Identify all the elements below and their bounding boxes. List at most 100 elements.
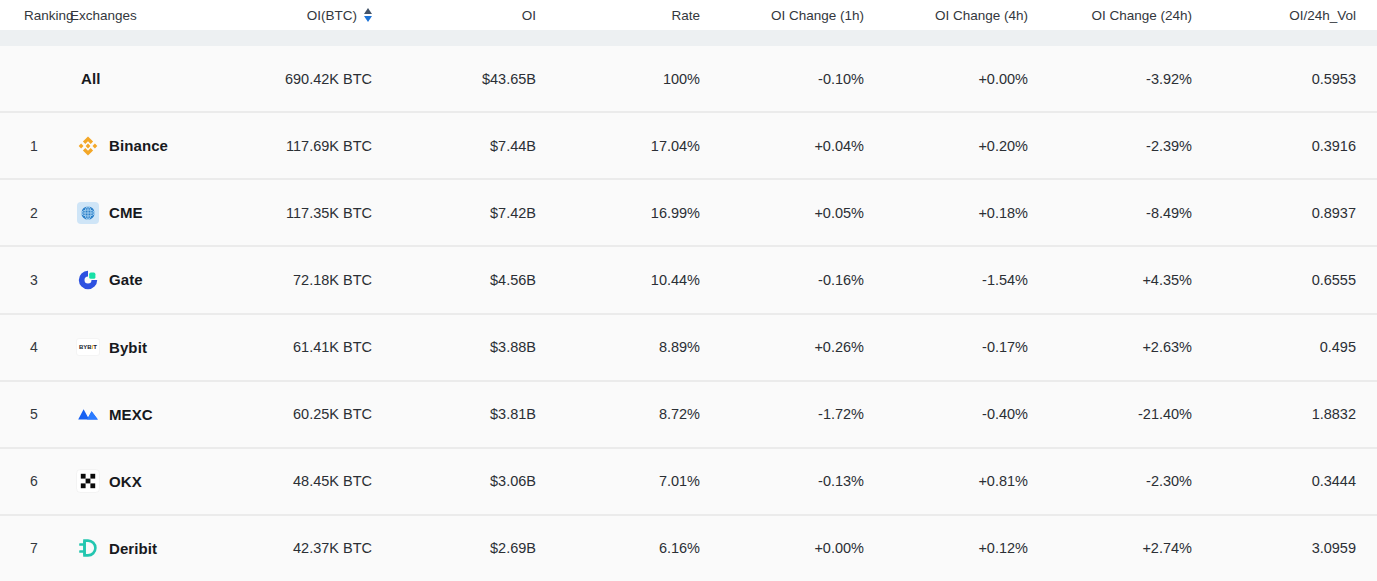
- exchange-name: MEXC: [109, 406, 153, 423]
- column-header-oi-btc[interactable]: OI(BTC): [220, 8, 372, 23]
- rate-value: 8.89%: [536, 339, 700, 355]
- rank-cell: 7: [24, 540, 70, 556]
- table-header: Ranking Exchanges OI(BTC) OI Rate OI Cha…: [0, 0, 1377, 30]
- exchange-name: All: [76, 70, 100, 87]
- oi-24h-vol-value: 0.495: [1192, 339, 1356, 355]
- oi-24h-vol-value: 3.0959: [1192, 540, 1356, 556]
- exchange-cell-bybit[interactable]: BYBIT Bybit: [70, 335, 220, 359]
- exchange-cell-all[interactable]: All: [70, 70, 220, 87]
- oi-change-24h-value: +2.63%: [1028, 339, 1192, 355]
- oi-btc-value: 42.37K BTC: [220, 540, 372, 556]
- oi-change-4h-value: -0.17%: [864, 339, 1028, 355]
- rank-cell: 6: [24, 473, 70, 489]
- oi-change-24h-value: -3.92%: [1028, 71, 1192, 87]
- oi-change-24h-value: -8.49%: [1028, 205, 1192, 221]
- oi-change-4h-value: +0.18%: [864, 205, 1028, 221]
- oi-usd-value: $3.81B: [372, 406, 536, 422]
- oi-usd-value: $2.69B: [372, 540, 536, 556]
- oi-change-4h-value: +0.20%: [864, 138, 1028, 154]
- column-header-oi-change-4h[interactable]: OI Change (4h): [864, 8, 1028, 23]
- oi-btc-value: 117.69K BTC: [220, 138, 372, 154]
- oi-change-4h-value: +0.81%: [864, 473, 1028, 489]
- exchange-name: OKX: [109, 473, 142, 490]
- cme-logo-icon: [76, 201, 100, 225]
- header-separator-band: [0, 30, 1377, 46]
- rate-value: 16.99%: [536, 205, 700, 221]
- gate-logo-icon: [76, 268, 100, 292]
- oi-24h-vol-value: 0.5953: [1192, 71, 1356, 87]
- column-header-rate[interactable]: Rate: [536, 8, 700, 23]
- column-header-ranking[interactable]: Ranking: [24, 8, 70, 23]
- binance-logo-icon: [76, 134, 100, 158]
- exchange-cell-binance[interactable]: Binance: [70, 134, 220, 158]
- oi-usd-value: $7.42B: [372, 205, 536, 221]
- column-header-oi[interactable]: OI: [372, 8, 536, 23]
- exchange-cell-deribit[interactable]: Deribit: [70, 536, 220, 560]
- oi-btc-value: 48.45K BTC: [220, 473, 372, 489]
- oi-change-4h-value: -0.40%: [864, 406, 1028, 422]
- table-row-deribit: 7 Deribit 42.37K BTC $2.69B 6.16% +0.00%: [0, 514, 1377, 581]
- oi-change-1h-value: -0.16%: [700, 272, 864, 288]
- oi-24h-vol-value: 0.3444: [1192, 473, 1356, 489]
- oi-change-1h-value: +0.00%: [700, 540, 864, 556]
- column-header-oi-change-24h[interactable]: OI Change (24h): [1028, 8, 1192, 23]
- oi-change-4h-value: +0.00%: [864, 71, 1028, 87]
- bybit-logo-icon: BYBIT: [76, 335, 100, 359]
- column-header-exchanges[interactable]: Exchanges: [70, 8, 220, 23]
- exchange-cell-okx[interactable]: OKX: [70, 469, 220, 493]
- table-row-mexc: 5 MEXC 60.25K BTC $3.81B 8.72% -1.72% -0…: [0, 380, 1377, 447]
- rate-value: 100%: [536, 71, 700, 87]
- rate-value: 17.04%: [536, 138, 700, 154]
- exchange-name: Deribit: [109, 540, 157, 557]
- table-row-binance: 1 Binance 117.69K BTC $7.44B 17.04% +0.0…: [0, 111, 1377, 178]
- open-interest-table: Ranking Exchanges OI(BTC) OI Rate OI Cha…: [0, 0, 1377, 581]
- oi-change-4h-value: +0.12%: [864, 540, 1028, 556]
- oi-usd-value: $4.56B: [372, 272, 536, 288]
- exchange-name: Binance: [109, 137, 168, 154]
- oi-btc-value: 117.35K BTC: [220, 205, 372, 221]
- rate-value: 8.72%: [536, 406, 700, 422]
- oi-change-1h-value: -1.72%: [700, 406, 864, 422]
- oi-change-24h-value: -2.30%: [1028, 473, 1192, 489]
- oi-change-1h-value: -0.10%: [700, 71, 864, 87]
- exchange-name: Gate: [109, 271, 143, 288]
- sort-down-arrow-icon: [364, 16, 372, 22]
- oi-btc-value: 61.41K BTC: [220, 339, 372, 355]
- table-row-all: All 690.42K BTC $43.65B 100% -0.10% +0.0…: [0, 46, 1377, 111]
- rank-cell: 5: [24, 406, 70, 422]
- mexc-logo-icon: [76, 402, 100, 426]
- oi-btc-value: 72.18K BTC: [220, 272, 372, 288]
- rank-cell: 3: [24, 272, 70, 288]
- okx-logo-icon: [76, 469, 100, 493]
- table-row-bybit: 4 BYBIT Bybit 61.41K BTC $3.88B 8.89% +0…: [0, 313, 1377, 380]
- oi-24h-vol-value: 1.8832: [1192, 406, 1356, 422]
- oi-btc-value: 60.25K BTC: [220, 406, 372, 422]
- table-row-gate: 3 Gate 72.18K BTC $4.56B 10.44% -0.16% -…: [0, 245, 1377, 312]
- rate-value: 6.16%: [536, 540, 700, 556]
- oi-24h-vol-value: 0.3916: [1192, 138, 1356, 154]
- oi-change-1h-value: +0.04%: [700, 138, 864, 154]
- rate-value: 10.44%: [536, 272, 700, 288]
- exchange-cell-cme[interactable]: CME: [70, 201, 220, 225]
- oi-btc-value: 690.42K BTC: [220, 71, 372, 87]
- table-row-cme: 2 CME 117.35K BTC $7.42B 16.99% +0.05%: [0, 178, 1377, 245]
- sort-up-arrow-icon: [364, 8, 372, 14]
- rank-cell: 2: [24, 205, 70, 221]
- column-header-oi-24h-vol[interactable]: OI/24h_Vol: [1192, 8, 1356, 23]
- exchange-cell-mexc[interactable]: MEXC: [70, 402, 220, 426]
- column-header-oi-change-1h[interactable]: OI Change (1h): [700, 8, 864, 23]
- oi-change-1h-value: +0.26%: [700, 339, 864, 355]
- oi-change-24h-value: -2.39%: [1028, 138, 1192, 154]
- table-row-okx: 6 OKX 48.45K BTC $3.06B 7.01% -0.13%: [0, 447, 1377, 514]
- oi-usd-value: $43.65B: [372, 71, 536, 87]
- rank-cell: 1: [24, 138, 70, 154]
- oi-usd-value: $7.44B: [372, 138, 536, 154]
- exchange-name: CME: [109, 204, 143, 221]
- svg-text:BYBIT: BYBIT: [79, 344, 97, 350]
- sort-icon[interactable]: [364, 8, 372, 22]
- oi-usd-value: $3.06B: [372, 473, 536, 489]
- rank-cell: 4: [24, 339, 70, 355]
- exchange-cell-gate[interactable]: Gate: [70, 268, 220, 292]
- oi-change-24h-value: -21.40%: [1028, 406, 1192, 422]
- deribit-logo-icon: [76, 536, 100, 560]
